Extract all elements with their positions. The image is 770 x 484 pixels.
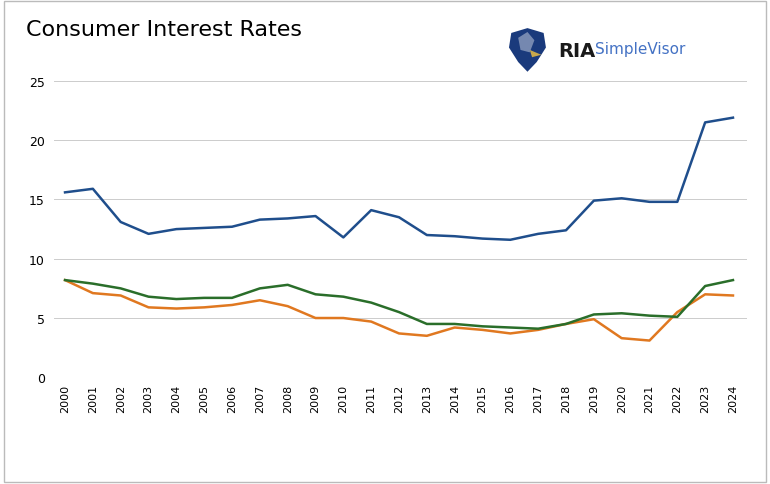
- Polygon shape: [530, 51, 541, 58]
- Polygon shape: [509, 29, 546, 73]
- Text: SimpleVisor: SimpleVisor: [595, 42, 685, 57]
- Text: RIA: RIA: [558, 42, 595, 61]
- Text: Consumer Interest Rates: Consumer Interest Rates: [26, 20, 302, 40]
- Polygon shape: [518, 33, 534, 53]
- Text: ★: ★: [497, 41, 519, 65]
